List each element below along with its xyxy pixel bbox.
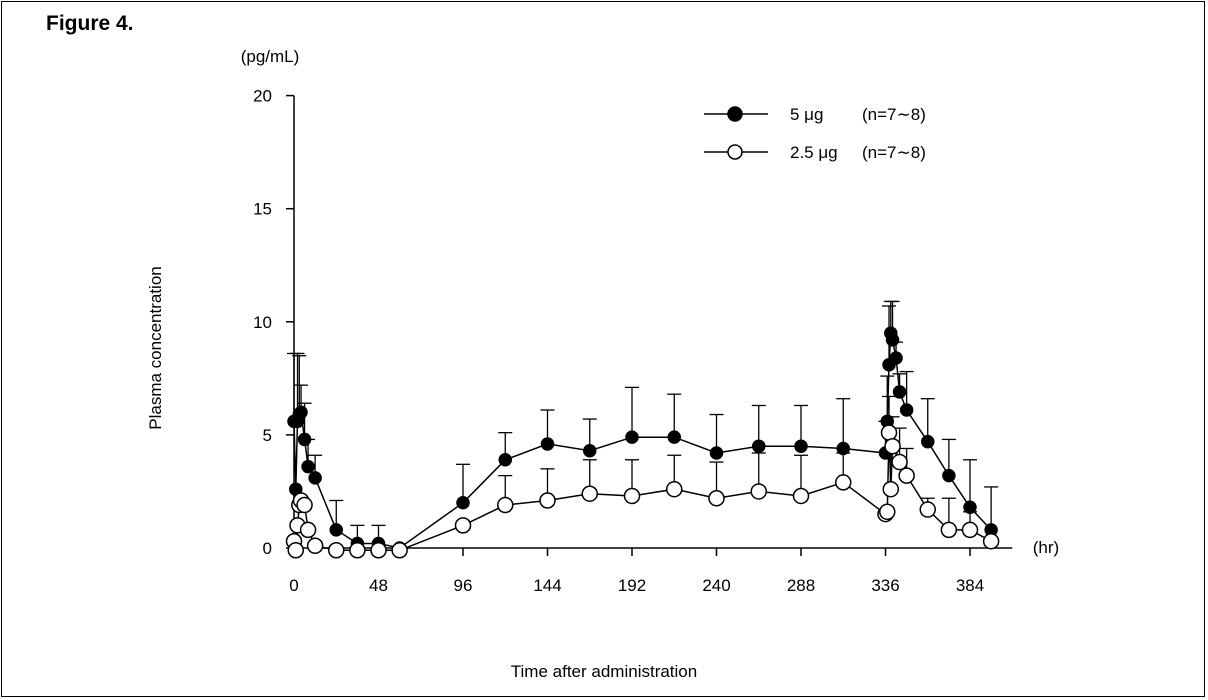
- figure-label: Figure 4.: [46, 12, 134, 35]
- data-point-5ug: [709, 446, 724, 460]
- x-tick-label: 192: [618, 576, 646, 595]
- data-point-5ug: [583, 443, 597, 458]
- x-tick-label: 336: [871, 576, 899, 595]
- legend-marker-filled: [727, 106, 743, 122]
- data-point-2-5ug: [306, 537, 324, 554]
- data-point-2-5ug: [940, 521, 958, 539]
- data-point-2-5ug: [898, 467, 915, 484]
- data-point-5ug: [667, 430, 681, 444]
- data-point-5ug: [921, 434, 935, 449]
- y-tick-label: 20: [253, 87, 272, 106]
- data-point-2-5ug: [891, 453, 908, 471]
- data-point-5ug: [963, 500, 977, 515]
- data-point-2-5ug: [454, 517, 472, 534]
- data-point-2-5ug: [287, 542, 305, 559]
- data-point-2-5ug: [666, 480, 683, 498]
- data-point-2-5ug: [296, 496, 313, 514]
- legend-label-2-5ug: 2.5 μg: [790, 143, 838, 162]
- data-point-5ug: [836, 441, 850, 456]
- data-point-5ug: [794, 439, 808, 453]
- data-point-2-5ug: [299, 521, 317, 539]
- data-point-2-5ug: [961, 521, 979, 539]
- legend: 5 μg (n=7∼8) 2.5 μg (n=7∼8): [704, 105, 926, 162]
- data-point-2-5ug: [792, 487, 810, 505]
- data-point-2-5ug: [581, 485, 598, 502]
- series-line-5ug: [293, 332, 992, 549]
- data-point-2-5ug: [880, 424, 898, 441]
- x-tick-label: 0: [289, 576, 298, 595]
- y-tick-label: 15: [253, 200, 272, 219]
- data-point-2-5ug: [391, 542, 408, 559]
- data-point-5ug: [329, 523, 343, 537]
- data-point-5ug: [885, 333, 900, 347]
- data-point-2-5ug: [750, 483, 767, 500]
- data-point-5ug: [294, 405, 308, 420]
- data-point-5ug: [297, 432, 312, 447]
- x-tick-label: 240: [702, 576, 730, 595]
- x-tick-label: 288: [787, 576, 815, 595]
- data-point-2-5ug: [623, 487, 641, 505]
- y-tick-label: 5: [263, 426, 272, 445]
- data-point-5ug: [308, 471, 322, 485]
- data-point-5ug: [899, 403, 914, 417]
- data-point-2-5ug: [497, 496, 514, 514]
- x-axis-unit: (hr): [1033, 538, 1059, 557]
- data-point-5ug: [892, 385, 907, 399]
- x-tick-label: 96: [454, 576, 473, 595]
- y-axis-unit: (pg/mL): [241, 47, 300, 66]
- data-point-5ug: [752, 439, 766, 453]
- x-axis-label: Time after administration: [511, 662, 697, 681]
- legend-note-2-5ug: (n=7∼8): [862, 143, 926, 162]
- data-point-2-5ug: [349, 542, 366, 559]
- legend-label-5ug: 5 μg: [790, 105, 823, 124]
- x-tick-label: 384: [956, 576, 984, 595]
- data-point-2-5ug: [370, 542, 387, 559]
- y-tick-label: 0: [263, 539, 272, 558]
- data-point-2-5ug: [882, 480, 900, 498]
- data-point-5ug: [301, 459, 315, 474]
- data-point-5ug: [625, 430, 639, 444]
- legend-marker-open: [727, 144, 743, 160]
- data-point-5ug: [540, 437, 555, 451]
- legend-note-5ug: (n=7∼8): [862, 105, 926, 124]
- x-tick-label: 144: [533, 576, 561, 595]
- data-point-2-5ug: [328, 542, 345, 559]
- data-point-5ug: [498, 453, 512, 467]
- data-point-2-5ug: [884, 437, 901, 455]
- data-point-2-5ug: [708, 489, 725, 507]
- data-point-2-5ug: [919, 501, 936, 518]
- y-tick-label: 10: [253, 313, 272, 332]
- data-point-2-5ug: [835, 474, 852, 491]
- data-point-5ug: [889, 351, 903, 365]
- data-point-5ug: [456, 496, 470, 510]
- data-point-5ug: [942, 468, 956, 483]
- y-axis-label: Plasma concentration: [146, 266, 165, 429]
- data-points: [285, 326, 1000, 559]
- axes: 0 5 10 15 20 0 48 96 144 192 240 288 336 384: [253, 87, 1013, 595]
- data-point-2-5ug: [982, 532, 1000, 550]
- data-point-2-5ug: [539, 492, 556, 509]
- data-point-2-5ug: [879, 503, 896, 521]
- x-tick-label: 48: [369, 576, 388, 595]
